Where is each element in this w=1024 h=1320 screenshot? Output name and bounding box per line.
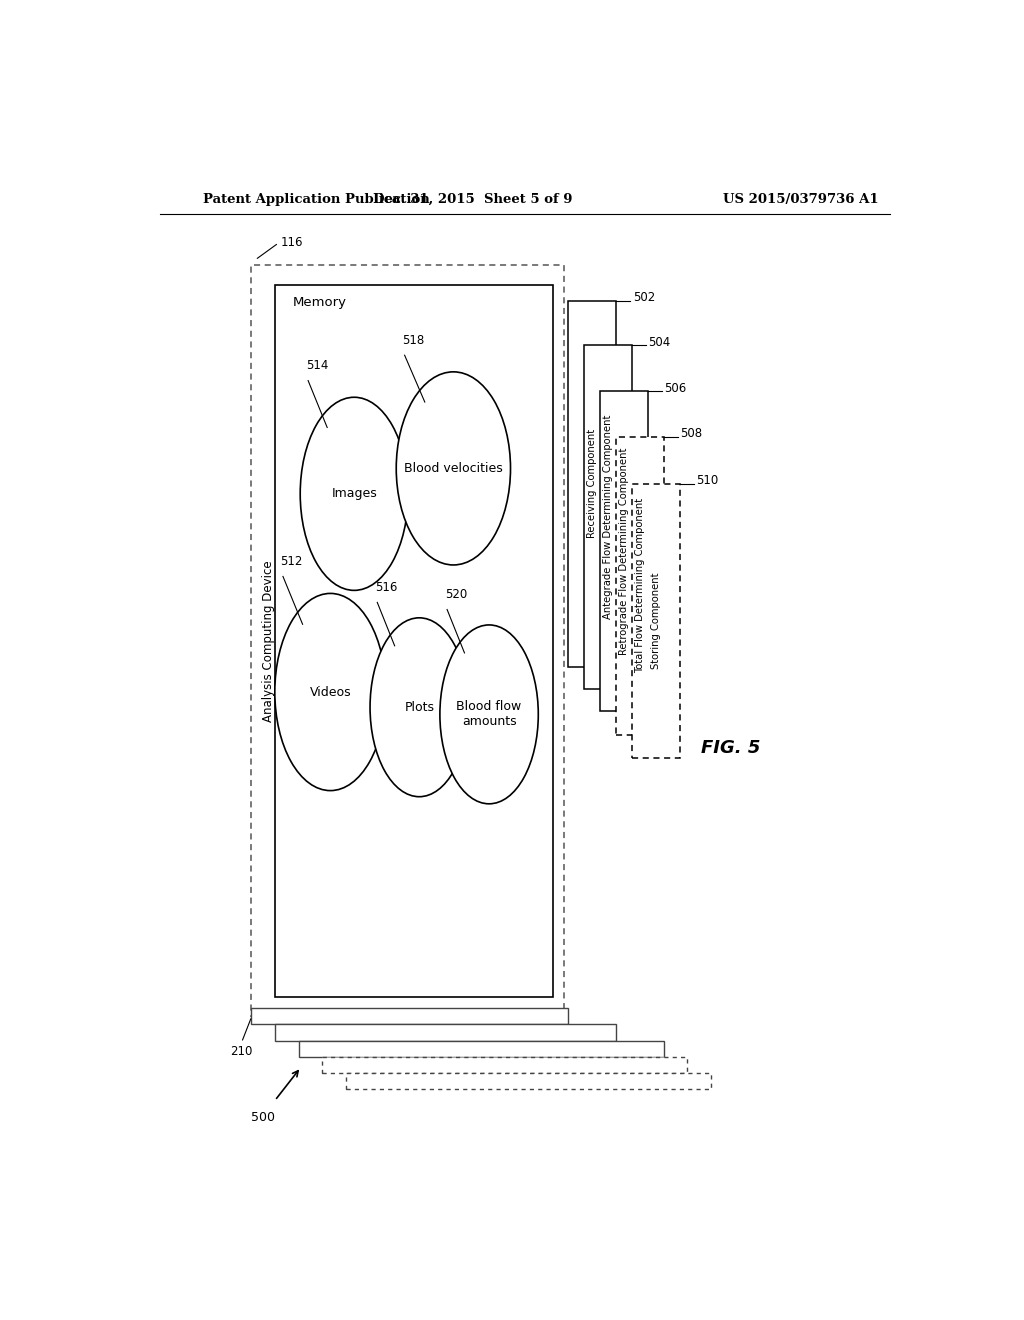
Text: 508: 508 (680, 428, 702, 441)
Bar (568, 301, 616, 667)
Bar (632, 483, 680, 758)
Bar (323, 1057, 687, 1073)
Ellipse shape (300, 397, 409, 590)
Text: 512: 512 (281, 556, 303, 569)
Text: Blood flow
amounts: Blood flow amounts (457, 701, 521, 729)
Text: Antegrade Flow Determining Component: Antegrade Flow Determining Component (603, 414, 613, 619)
Ellipse shape (396, 372, 511, 565)
Text: 514: 514 (306, 359, 328, 372)
Ellipse shape (440, 624, 539, 804)
Text: 210: 210 (230, 1044, 253, 1057)
Text: Memory: Memory (292, 296, 346, 309)
Text: Patent Application Publication: Patent Application Publication (204, 193, 430, 206)
Text: Images: Images (332, 487, 377, 500)
Text: 510: 510 (696, 474, 719, 487)
Text: Retrograde Flow Determining Component: Retrograde Flow Determining Component (618, 447, 629, 655)
Text: 504: 504 (648, 335, 671, 348)
Bar (346, 1073, 712, 1089)
Text: 500: 500 (251, 1111, 274, 1125)
Text: Storing Component: Storing Component (650, 573, 660, 669)
Text: Blood velocities: Blood velocities (404, 462, 503, 475)
Text: 520: 520 (444, 589, 467, 602)
Ellipse shape (370, 618, 468, 797)
Bar (274, 1024, 616, 1040)
Text: Receiving Component: Receiving Component (587, 429, 597, 539)
Bar (274, 285, 553, 997)
Text: 506: 506 (665, 381, 687, 395)
Text: 502: 502 (633, 292, 655, 304)
Text: Total Flow Determining Component: Total Flow Determining Component (635, 498, 645, 673)
Bar (616, 437, 664, 735)
Text: Videos: Videos (309, 685, 351, 698)
Text: US 2015/0379736 A1: US 2015/0379736 A1 (723, 193, 879, 206)
Text: 516: 516 (375, 581, 397, 594)
Bar (251, 1008, 568, 1024)
Text: 518: 518 (402, 334, 425, 347)
Text: Dec. 31, 2015  Sheet 5 of 9: Dec. 31, 2015 Sheet 5 of 9 (374, 193, 573, 206)
Ellipse shape (274, 594, 386, 791)
Text: FIG. 5: FIG. 5 (701, 739, 761, 756)
Text: 116: 116 (282, 236, 304, 249)
Text: Analysis Computing Device: Analysis Computing Device (262, 561, 275, 722)
Bar (585, 346, 632, 689)
Text: Plots: Plots (404, 701, 434, 714)
Bar (600, 391, 648, 711)
Bar (251, 265, 564, 1018)
Bar (299, 1040, 664, 1057)
